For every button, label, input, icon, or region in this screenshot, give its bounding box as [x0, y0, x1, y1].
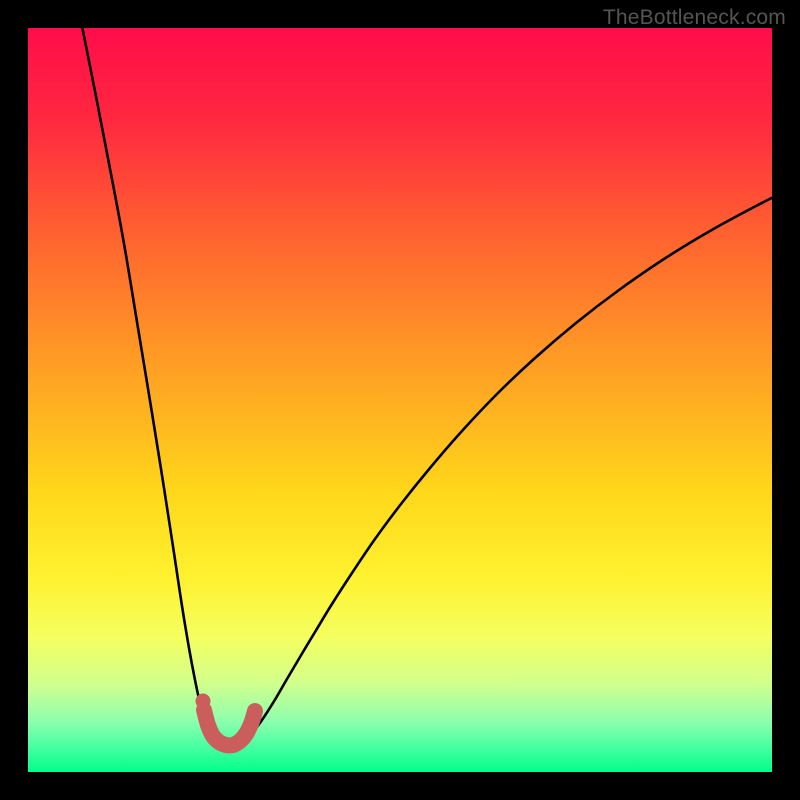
curve-overlay	[28, 28, 772, 772]
chart-container: TheBottleneck.com	[0, 0, 800, 800]
optimal-range-marker	[204, 710, 255, 745]
optimal-range-marker-cap	[196, 694, 211, 709]
plot-area	[28, 28, 772, 772]
watermark-text: TheBottleneck.com	[603, 6, 786, 30]
bottleneck-curve	[70, 28, 772, 749]
